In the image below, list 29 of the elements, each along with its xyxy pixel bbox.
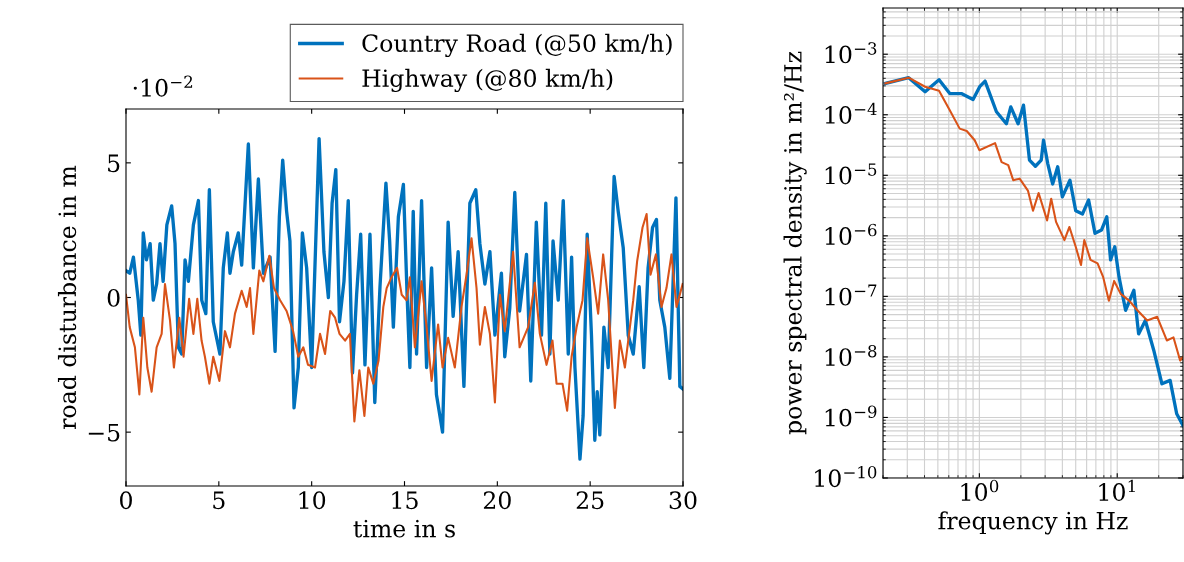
y-tick-label: 10$^{−3}$	[825, 42, 877, 64]
y-tick-label: 10$^{−10}$	[815, 465, 877, 488]
y-tick-label: −5	[88, 423, 120, 442]
text: ·10$^{−2}$	[133, 75, 193, 97]
y-tick-label: 10$^{−5}$	[825, 163, 877, 185]
y-tick-label: 10$^{−9}$	[825, 405, 877, 427]
y-tick-label: 10$^{−8}$	[825, 344, 877, 367]
y-axis-title: power spectral density in m²/Hz	[783, 51, 807, 435]
x-tick-label: 10$^{0}$	[961, 479, 999, 501]
x-axis-title: frequency in Hz	[938, 511, 1128, 535]
legend-label: Highway (@80 km/h)	[362, 68, 613, 93]
x-tick-label: 30	[669, 491, 697, 510]
x-tick-label: 25	[576, 491, 604, 510]
x-tick-label: 15	[392, 491, 418, 510]
x-tick-label: 5	[213, 491, 225, 510]
x-tick-label: 0	[120, 491, 132, 510]
x-axis-title: time in s	[353, 519, 455, 538]
x-tick-label: 20	[483, 491, 511, 510]
line-series	[126, 136, 683, 461]
y-tick-label: 10$^{−6}$	[825, 223, 877, 245]
line-series	[126, 212, 683, 423]
y-axis-title: road disturbance in m	[57, 165, 77, 429]
x-tick-label: 10$^{1}$	[1099, 479, 1135, 501]
y-tick-label: 5	[108, 154, 120, 173]
x-tick-label: 10	[299, 491, 326, 510]
y-tick-label: 10$^{−7}$	[825, 284, 877, 306]
y-tick-label: 10$^{−4}$	[825, 102, 877, 124]
y-tick-label: 0	[107, 288, 120, 307]
legend-label: Country Road (@50 km/h)	[362, 33, 672, 58]
